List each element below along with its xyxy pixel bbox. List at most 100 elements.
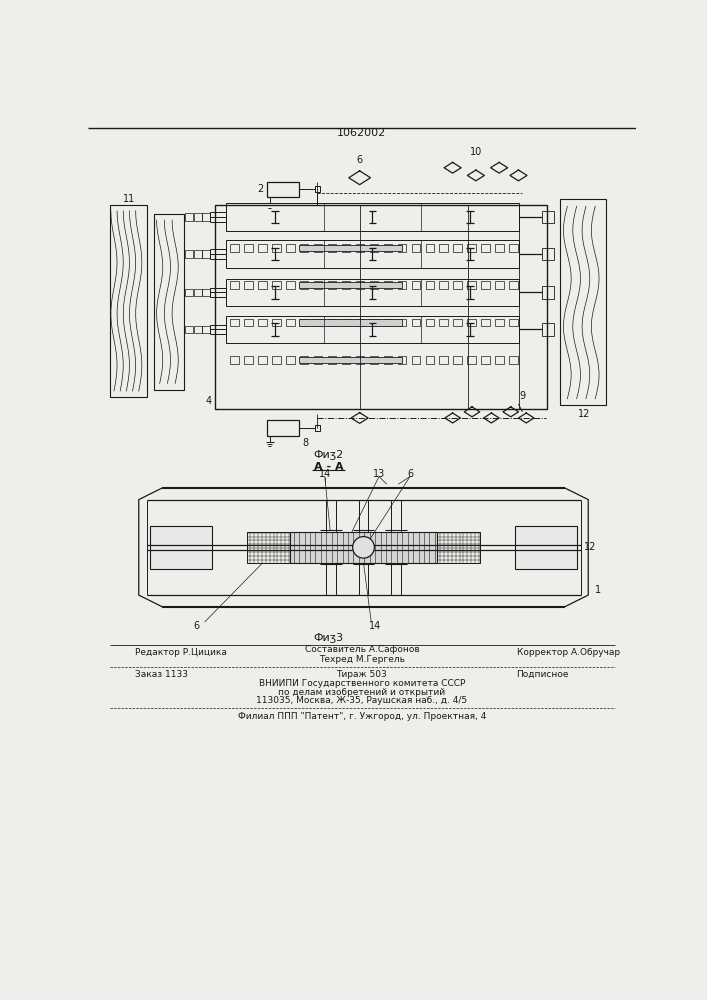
Text: 113035, Москва, Ж-35, Раушская наб., д. 4/5: 113035, Москва, Ж-35, Раушская наб., д. … xyxy=(257,696,467,705)
Bar xyxy=(244,281,252,289)
Bar xyxy=(384,356,392,364)
Bar xyxy=(453,356,462,364)
Bar xyxy=(300,244,308,252)
Bar xyxy=(299,282,402,288)
Text: 2: 2 xyxy=(257,184,264,194)
Text: Филиал ППП "Патент", г. Ужгород, ул. Проектная, 4: Филиал ППП "Патент", г. Ужгород, ул. Про… xyxy=(238,712,486,721)
Bar xyxy=(481,244,490,252)
Bar xyxy=(286,281,295,289)
Bar xyxy=(314,281,322,289)
Bar xyxy=(509,356,518,364)
Text: 1: 1 xyxy=(595,585,602,595)
Bar xyxy=(467,281,476,289)
Bar xyxy=(341,244,351,252)
Bar xyxy=(359,500,368,532)
Bar xyxy=(194,326,201,333)
Text: 12: 12 xyxy=(585,542,597,552)
Bar xyxy=(509,319,518,326)
Bar xyxy=(495,244,504,252)
Bar xyxy=(215,205,547,409)
Text: Составитель А.Сафонов: Составитель А.Сафонов xyxy=(305,645,419,654)
Bar xyxy=(509,281,518,289)
Bar xyxy=(202,213,210,221)
Bar xyxy=(258,319,267,326)
Bar xyxy=(341,281,351,289)
Bar xyxy=(272,319,281,326)
Bar xyxy=(210,212,226,222)
Bar xyxy=(272,244,281,252)
Bar xyxy=(542,323,554,336)
Bar xyxy=(267,420,299,436)
Text: 8: 8 xyxy=(303,438,308,448)
Bar xyxy=(481,281,490,289)
Bar xyxy=(384,281,392,289)
Bar xyxy=(258,356,267,364)
Bar xyxy=(426,356,434,364)
Bar xyxy=(370,281,378,289)
Bar xyxy=(314,244,322,252)
Bar xyxy=(328,356,337,364)
Bar xyxy=(185,289,193,296)
Bar xyxy=(437,532,480,563)
Text: 11: 11 xyxy=(122,194,135,204)
Bar xyxy=(210,249,226,259)
Bar xyxy=(258,281,267,289)
Text: Фиʒ3: Фиʒ3 xyxy=(314,633,344,643)
Bar xyxy=(247,532,290,563)
Bar xyxy=(226,316,518,343)
Bar xyxy=(370,319,378,326)
Bar xyxy=(453,319,462,326)
Text: Заказ 1133: Заказ 1133 xyxy=(135,670,188,679)
Bar xyxy=(509,244,518,252)
Bar xyxy=(299,357,402,363)
Bar xyxy=(341,356,351,364)
Bar xyxy=(440,281,448,289)
Bar xyxy=(226,240,518,268)
Bar xyxy=(314,319,322,326)
Text: Корректор А.Обручар: Корректор А.Обручар xyxy=(518,648,621,657)
Bar xyxy=(286,356,295,364)
Bar xyxy=(481,319,490,326)
Bar xyxy=(258,244,267,252)
Text: 4: 4 xyxy=(206,396,211,406)
Bar xyxy=(356,356,364,364)
Bar xyxy=(194,213,201,221)
Bar xyxy=(397,356,406,364)
Bar xyxy=(397,244,406,252)
Text: 9: 9 xyxy=(520,391,525,401)
Bar xyxy=(226,203,518,231)
Bar xyxy=(151,526,212,569)
Bar xyxy=(411,319,420,326)
Bar xyxy=(194,289,201,296)
Bar xyxy=(411,244,420,252)
Bar xyxy=(210,288,226,297)
Bar xyxy=(328,281,337,289)
Bar xyxy=(356,319,364,326)
Bar xyxy=(299,319,402,326)
Bar xyxy=(244,244,252,252)
Text: 1062002: 1062002 xyxy=(337,128,387,138)
Bar xyxy=(185,326,193,333)
Bar xyxy=(397,281,406,289)
Bar xyxy=(392,500,401,532)
Bar xyxy=(290,532,437,563)
Bar xyxy=(286,244,295,252)
Bar xyxy=(542,286,554,299)
Bar xyxy=(185,213,193,221)
Bar xyxy=(481,356,490,364)
Bar xyxy=(453,281,462,289)
Text: Техред М.Гергель: Техред М.Гергель xyxy=(319,654,405,664)
Text: Тираж 503: Тираж 503 xyxy=(337,670,387,679)
Bar xyxy=(299,245,402,251)
Bar xyxy=(185,250,193,258)
Bar xyxy=(440,319,448,326)
Bar xyxy=(230,244,239,252)
Text: 6: 6 xyxy=(356,155,363,165)
Bar xyxy=(244,319,252,326)
Bar xyxy=(300,356,308,364)
Bar xyxy=(370,244,378,252)
Bar xyxy=(384,244,392,252)
Bar xyxy=(210,325,226,334)
Bar xyxy=(244,356,252,364)
Bar xyxy=(194,250,201,258)
